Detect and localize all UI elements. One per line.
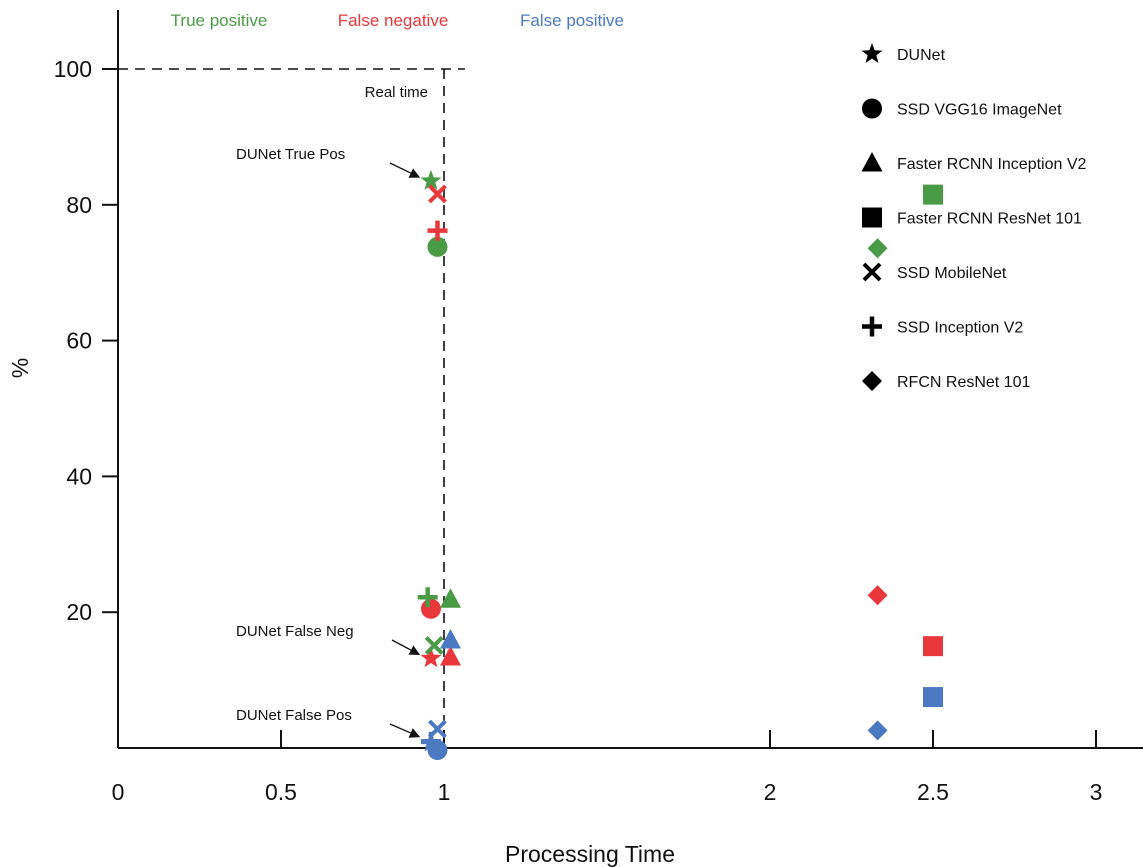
legend-cross-icon <box>862 262 882 282</box>
x-axis-title: Processing Time <box>505 841 675 867</box>
legend-square-icon <box>862 207 882 228</box>
ssd-inception-v2-false-negative-point <box>427 220 448 241</box>
annotation-arrow <box>391 639 421 655</box>
ssd-inception-v2-true-positive-point <box>417 587 438 608</box>
legend: DUNet SSD VGG16 ImageNet Faster RCNN Incep… <box>861 43 1087 391</box>
rfcn-resnet-101-false-negative-point <box>867 585 888 606</box>
real-time-label: Real time <box>365 84 428 101</box>
faster-rcnn-inception-v2-true-positive-point <box>440 588 462 608</box>
legend-plus-icon <box>862 316 882 337</box>
y-tick-label: 40 <box>66 463 92 489</box>
y-tick-label: 20 <box>66 599 92 625</box>
ssd-vgg16-imagenet-false-negative-point <box>420 598 441 619</box>
metric-color-key: True positive False negative False positiv… <box>171 11 624 30</box>
y-axis-title: % <box>7 358 33 378</box>
data-points <box>417 170 943 761</box>
legend-label: SSD VGG16 ImageNet <box>897 102 1062 119</box>
x-tick-label: 0.5 <box>265 779 297 805</box>
legend-label: DUNet <box>897 47 946 64</box>
ssd-mobilenet-true-positive-point <box>424 636 444 655</box>
annotation-label: DUNet True Pos <box>236 146 345 163</box>
metric-key-label: False positive <box>520 11 624 30</box>
annotation-arrow <box>389 162 421 178</box>
legend-label: SSD Inception V2 <box>897 320 1023 337</box>
faster-rcnn-resnet-101-false-positive-point <box>923 687 943 708</box>
metric-key-label: True positive <box>171 11 268 30</box>
x-tick-label: 3 <box>1090 779 1103 805</box>
legend-star-icon <box>861 43 883 63</box>
x-tick-label: 2 <box>764 779 777 805</box>
faster-rcnn-inception-v2-false-negative-point <box>440 646 462 666</box>
legend-label: SSD MobileNet <box>897 265 1007 282</box>
rfcn-resnet-101-false-positive-point <box>867 720 888 741</box>
legend-label: Faster RCNN ResNet 101 <box>897 211 1082 228</box>
annotation-arrow <box>389 723 421 738</box>
legend-diamond-icon <box>862 371 882 391</box>
annotations: DUNet True Pos DUNet False Neg DUNet False… <box>236 146 421 738</box>
faster-rcnn-resnet-101-false-negative-point <box>923 636 943 657</box>
x-tick-label: 1 <box>438 779 451 805</box>
y-tick-label: 60 <box>66 328 92 354</box>
x-tick-label: 2.5 <box>917 779 949 805</box>
legend-triangle-icon <box>861 152 883 172</box>
faster-rcnn-inception-v2-false-positive-point <box>440 629 462 649</box>
x-tick-label: 0 <box>112 779 125 805</box>
faster-rcnn-resnet-101-true-positive-point <box>923 184 943 205</box>
annotation-label: DUNet False Neg <box>236 623 354 640</box>
ssd-vgg16-imagenet-true-positive-point <box>427 236 448 257</box>
dunet-true-positive-point <box>420 170 442 190</box>
y-tick-label: 80 <box>66 192 92 218</box>
reference-lines: Real time <box>118 68 465 748</box>
dunet-false-negative-point <box>420 647 442 668</box>
legend-label: Faster RCNN Inception V2 <box>897 156 1087 173</box>
legend-label: RFCN ResNet 101 <box>897 374 1030 391</box>
y-ticks: 20 40 60 80 100 <box>54 56 118 625</box>
metric-key-label: False negative <box>338 11 449 30</box>
rfcn-resnet-101-true-positive-point <box>867 238 888 259</box>
annotation-label: DUNet False Pos <box>236 707 352 724</box>
legend-circle-icon <box>862 98 882 119</box>
ssd-mobilenet-false-negative-point <box>428 184 447 204</box>
ssd-inception-v2-false-positive-point <box>420 731 441 752</box>
y-tick-label: 100 <box>54 56 92 82</box>
